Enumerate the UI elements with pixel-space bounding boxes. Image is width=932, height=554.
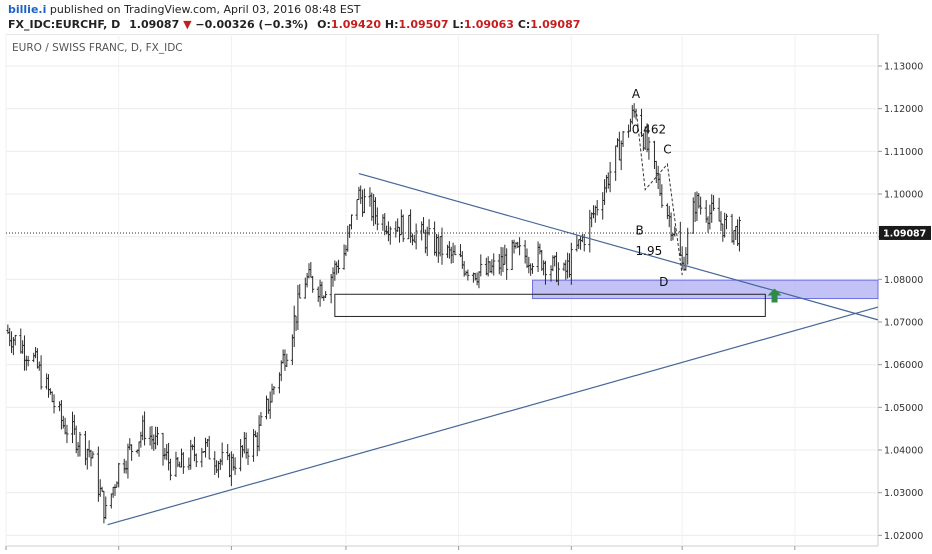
y-tick-label: 1.03000: [884, 488, 923, 499]
last-price-tag-label: 1.09087: [883, 228, 926, 239]
price-axis[interactable]: 1.02000 1.03000 1.04000 1.05000 1.06000 1.070…: [6, 62, 931, 542]
trendlines: [107, 172, 879, 526]
up-arrow-icon: [767, 288, 782, 303]
chart-frame[interactable]: A C B D 0.462 1.95 1.02000 1.03000 1.04000 1.050…: [0, 33, 932, 554]
high-label: H:: [384, 18, 399, 31]
time-axis[interactable]: MarMayJulSepNov2016MarMay: [0, 546, 805, 554]
down-triangle-icon: ▼: [183, 18, 192, 31]
published-text: published on TradingView.com, April 03, …: [49, 3, 361, 16]
last-price-tag: [879, 225, 931, 240]
trendline: [358, 172, 879, 321]
chart-title: EURO / SWISS FRANC, D, FX_IDC: [12, 42, 183, 54]
support-zone: [532, 279, 879, 300]
author-link[interactable]: billie.i: [8, 3, 47, 16]
range-box: [334, 293, 766, 317]
range-rectangle: [334, 293, 766, 317]
high-value: 1.09507: [398, 18, 449, 31]
pattern-point-label: B: [636, 224, 644, 238]
price-chart[interactable]: A C B D 0.462 1.95 1.02000 1.03000 1.04000 1.050…: [0, 33, 932, 554]
quote-line: FX_IDC:EURCHF, D 1.09087 ▼ −0.00326 (−0.…: [8, 18, 580, 31]
y-tick-label: 1.06000: [884, 360, 923, 371]
open-value: 1.09420: [330, 18, 382, 31]
close-value: 1.09087: [530, 18, 581, 31]
pattern-point-label: A: [632, 87, 641, 101]
symbol-label: FX_IDC:EURCHF, D: [8, 18, 121, 31]
open-label: O:: [317, 18, 331, 31]
y-tick-label: 1.07000: [884, 318, 923, 329]
y-tick-label: 1.13000: [884, 62, 923, 73]
candlestick-series: [6, 103, 741, 524]
y-tick-label: 1.12000: [884, 104, 923, 115]
close-label: C:: [517, 18, 531, 31]
y-tick-label: 1.02000: [884, 531, 923, 542]
low-label: L:: [452, 18, 464, 31]
y-tick-label: 1.05000: [884, 403, 923, 414]
publish-line: billie.i published on TradingView.com, A…: [8, 3, 360, 16]
pattern-labels: A C B D 0.462 1.95: [632, 87, 782, 303]
y-tick-label: 1.04000: [884, 446, 923, 457]
pattern-point-label: C: [663, 142, 671, 156]
price-change: −0.00326 (−0.3%): [195, 18, 309, 31]
y-tick-label: 1.08000: [884, 275, 923, 286]
pattern-leg: [635, 108, 683, 276]
low-value: 1.09063: [463, 18, 514, 31]
last-price: 1.09087: [129, 18, 180, 31]
y-tick-label: 1.11000: [884, 147, 923, 158]
fib-ratio-label: 1.95: [636, 244, 663, 258]
pattern-point-label: D: [659, 275, 668, 289]
trendline: [107, 306, 879, 526]
chart-header: billie.i published on TradingView.com, A…: [0, 0, 932, 34]
fib-ratio-label: 0.462: [632, 122, 666, 136]
y-tick-label: 1.10000: [884, 190, 923, 201]
support-zone-rect: [532, 279, 879, 300]
